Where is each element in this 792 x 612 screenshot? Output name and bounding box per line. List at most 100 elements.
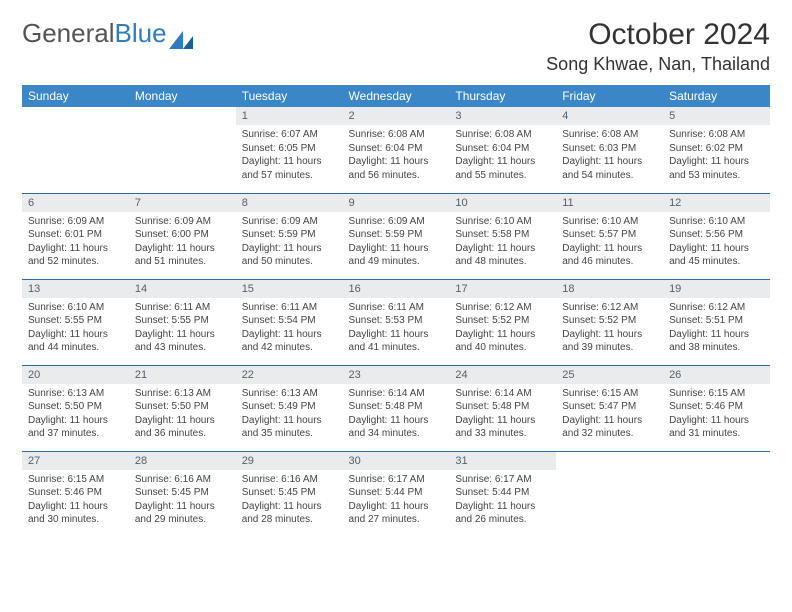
brand-name-a: General [22,18,115,49]
sunset-line: Sunset: 5:55 PM [28,314,123,328]
day-number: 7 [129,194,236,212]
calendar-day-cell [663,451,770,537]
sunrise-line: Sunrise: 6:16 AM [242,473,337,487]
calendar-day-cell [129,107,236,193]
daylight-line: Daylight: 11 hours and 42 minutes. [242,328,337,355]
day-details: Sunrise: 6:17 AMSunset: 5:44 PMDaylight:… [343,470,450,531]
day-number: 11 [556,194,663,212]
sunset-line: Sunset: 6:01 PM [28,228,123,242]
day-number: 18 [556,280,663,298]
day-details: Sunrise: 6:10 AMSunset: 5:57 PMDaylight:… [556,212,663,273]
day-details: Sunrise: 6:11 AMSunset: 5:53 PMDaylight:… [343,298,450,359]
daylight-line: Daylight: 11 hours and 32 minutes. [562,414,657,441]
sunrise-line: Sunrise: 6:15 AM [562,387,657,401]
logo-mark-icon [169,25,193,43]
sunrise-line: Sunrise: 6:10 AM [455,215,550,229]
day-number: 8 [236,194,343,212]
sunrise-line: Sunrise: 6:09 AM [242,215,337,229]
sunset-line: Sunset: 5:47 PM [562,400,657,414]
day-details: Sunrise: 6:08 AMSunset: 6:02 PMDaylight:… [663,125,770,186]
weekday-header: Saturday [663,85,770,107]
sunrise-line: Sunrise: 6:10 AM [28,301,123,315]
sunset-line: Sunset: 6:03 PM [562,142,657,156]
sunset-line: Sunset: 5:48 PM [455,400,550,414]
day-details: Sunrise: 6:09 AMSunset: 6:00 PMDaylight:… [129,212,236,273]
sunrise-line: Sunrise: 6:08 AM [669,128,764,142]
calendar-week-row: 20Sunrise: 6:13 AMSunset: 5:50 PMDayligh… [22,365,770,451]
day-details: Sunrise: 6:13 AMSunset: 5:50 PMDaylight:… [22,384,129,445]
calendar-day-cell: 25Sunrise: 6:15 AMSunset: 5:47 PMDayligh… [556,365,663,451]
calendar-day-cell: 18Sunrise: 6:12 AMSunset: 5:52 PMDayligh… [556,279,663,365]
calendar-day-cell: 30Sunrise: 6:17 AMSunset: 5:44 PMDayligh… [343,451,450,537]
sunset-line: Sunset: 5:45 PM [135,486,230,500]
daylight-line: Daylight: 11 hours and 52 minutes. [28,242,123,269]
title-block: October 2024 Song Khwae, Nan, Thailand [546,18,770,75]
day-details: Sunrise: 6:13 AMSunset: 5:49 PMDaylight:… [236,384,343,445]
sunrise-line: Sunrise: 6:15 AM [669,387,764,401]
sunrise-line: Sunrise: 6:09 AM [135,215,230,229]
sunrise-line: Sunrise: 6:11 AM [242,301,337,315]
weekday-header: Friday [556,85,663,107]
daylight-line: Daylight: 11 hours and 57 minutes. [242,155,337,182]
day-details: Sunrise: 6:10 AMSunset: 5:55 PMDaylight:… [22,298,129,359]
daylight-line: Daylight: 11 hours and 54 minutes. [562,155,657,182]
daylight-line: Daylight: 11 hours and 53 minutes. [669,155,764,182]
sunrise-line: Sunrise: 6:11 AM [349,301,444,315]
day-number: 10 [449,194,556,212]
sunset-line: Sunset: 5:46 PM [669,400,764,414]
sunset-line: Sunset: 5:45 PM [242,486,337,500]
day-details: Sunrise: 6:16 AMSunset: 5:45 PMDaylight:… [236,470,343,531]
day-number: 4 [556,107,663,125]
sunset-line: Sunset: 6:04 PM [349,142,444,156]
calendar-day-cell: 6Sunrise: 6:09 AMSunset: 6:01 PMDaylight… [22,193,129,279]
calendar-day-cell: 16Sunrise: 6:11 AMSunset: 5:53 PMDayligh… [343,279,450,365]
day-details: Sunrise: 6:14 AMSunset: 5:48 PMDaylight:… [343,384,450,445]
sunset-line: Sunset: 5:50 PM [28,400,123,414]
calendar-day-cell: 15Sunrise: 6:11 AMSunset: 5:54 PMDayligh… [236,279,343,365]
calendar-day-cell: 22Sunrise: 6:13 AMSunset: 5:49 PMDayligh… [236,365,343,451]
day-number: 24 [449,366,556,384]
day-number: 2 [343,107,450,125]
calendar-week-row: 27Sunrise: 6:15 AMSunset: 5:46 PMDayligh… [22,451,770,537]
calendar-week-row: 13Sunrise: 6:10 AMSunset: 5:55 PMDayligh… [22,279,770,365]
day-number: 31 [449,452,556,470]
sunset-line: Sunset: 5:53 PM [349,314,444,328]
day-number: 9 [343,194,450,212]
daylight-line: Daylight: 11 hours and 46 minutes. [562,242,657,269]
day-details: Sunrise: 6:15 AMSunset: 5:47 PMDaylight:… [556,384,663,445]
day-number: 22 [236,366,343,384]
daylight-line: Daylight: 11 hours and 34 minutes. [349,414,444,441]
sunrise-line: Sunrise: 6:13 AM [135,387,230,401]
calendar-day-cell: 1Sunrise: 6:07 AMSunset: 6:05 PMDaylight… [236,107,343,193]
day-details: Sunrise: 6:17 AMSunset: 5:44 PMDaylight:… [449,470,556,531]
sunset-line: Sunset: 5:59 PM [349,228,444,242]
daylight-line: Daylight: 11 hours and 30 minutes. [28,500,123,527]
day-details: Sunrise: 6:09 AMSunset: 5:59 PMDaylight:… [343,212,450,273]
sunset-line: Sunset: 5:56 PM [669,228,764,242]
sunrise-line: Sunrise: 6:13 AM [242,387,337,401]
calendar-day-cell: 20Sunrise: 6:13 AMSunset: 5:50 PMDayligh… [22,365,129,451]
calendar-table: Sunday Monday Tuesday Wednesday Thursday… [22,85,770,537]
sunset-line: Sunset: 5:57 PM [562,228,657,242]
day-number: 20 [22,366,129,384]
day-details: Sunrise: 6:08 AMSunset: 6:03 PMDaylight:… [556,125,663,186]
weekday-header: Monday [129,85,236,107]
calendar-week-row: 1Sunrise: 6:07 AMSunset: 6:05 PMDaylight… [22,107,770,193]
day-number: 17 [449,280,556,298]
sunset-line: Sunset: 5:44 PM [349,486,444,500]
calendar-day-cell: 17Sunrise: 6:12 AMSunset: 5:52 PMDayligh… [449,279,556,365]
calendar-header-row: Sunday Monday Tuesday Wednesday Thursday… [22,85,770,107]
brand-logo: GeneralBlue [22,18,193,49]
calendar-body: 1Sunrise: 6:07 AMSunset: 6:05 PMDaylight… [22,107,770,537]
calendar-day-cell: 19Sunrise: 6:12 AMSunset: 5:51 PMDayligh… [663,279,770,365]
month-title: October 2024 [546,18,770,52]
day-number: 28 [129,452,236,470]
daylight-line: Daylight: 11 hours and 27 minutes. [349,500,444,527]
sunset-line: Sunset: 5:54 PM [242,314,337,328]
day-details: Sunrise: 6:16 AMSunset: 5:45 PMDaylight:… [129,470,236,531]
sunset-line: Sunset: 5:46 PM [28,486,123,500]
day-details: Sunrise: 6:15 AMSunset: 5:46 PMDaylight:… [22,470,129,531]
daylight-line: Daylight: 11 hours and 35 minutes. [242,414,337,441]
daylight-line: Daylight: 11 hours and 56 minutes. [349,155,444,182]
daylight-line: Daylight: 11 hours and 44 minutes. [28,328,123,355]
